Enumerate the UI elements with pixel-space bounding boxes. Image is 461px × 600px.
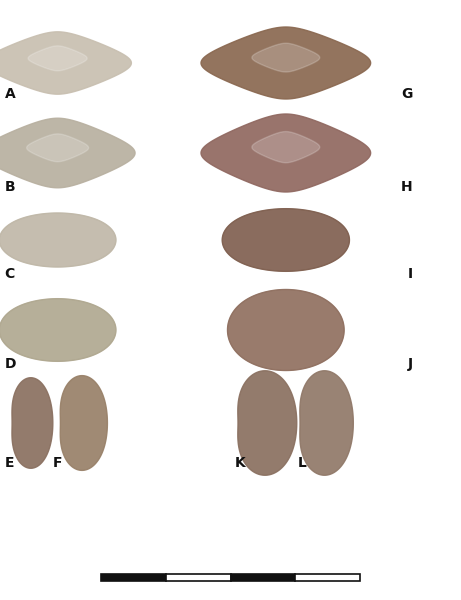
Bar xyxy=(295,574,360,581)
Text: K: K xyxy=(235,456,246,470)
Text: C: C xyxy=(5,267,15,281)
Polygon shape xyxy=(0,213,116,267)
Text: H: H xyxy=(401,180,413,194)
Text: I: I xyxy=(408,267,413,281)
Polygon shape xyxy=(252,131,320,163)
Text: D: D xyxy=(5,357,16,371)
Text: B: B xyxy=(5,180,15,194)
Polygon shape xyxy=(201,27,371,99)
Polygon shape xyxy=(300,371,353,475)
Text: F: F xyxy=(53,456,63,470)
Polygon shape xyxy=(252,43,320,72)
Bar xyxy=(101,574,166,581)
Polygon shape xyxy=(0,118,135,188)
Polygon shape xyxy=(0,299,116,361)
Polygon shape xyxy=(222,209,349,271)
Text: A: A xyxy=(5,87,15,101)
Polygon shape xyxy=(12,378,53,468)
Text: E: E xyxy=(5,456,14,470)
Polygon shape xyxy=(60,376,107,470)
Bar xyxy=(230,574,295,581)
Polygon shape xyxy=(0,32,131,94)
Text: G: G xyxy=(401,87,413,101)
Text: L: L xyxy=(297,456,306,470)
Polygon shape xyxy=(201,114,371,192)
Text: J: J xyxy=(408,357,413,371)
Polygon shape xyxy=(238,371,297,475)
Polygon shape xyxy=(28,46,87,71)
Bar xyxy=(166,574,230,581)
Polygon shape xyxy=(27,134,89,161)
Polygon shape xyxy=(228,290,344,370)
